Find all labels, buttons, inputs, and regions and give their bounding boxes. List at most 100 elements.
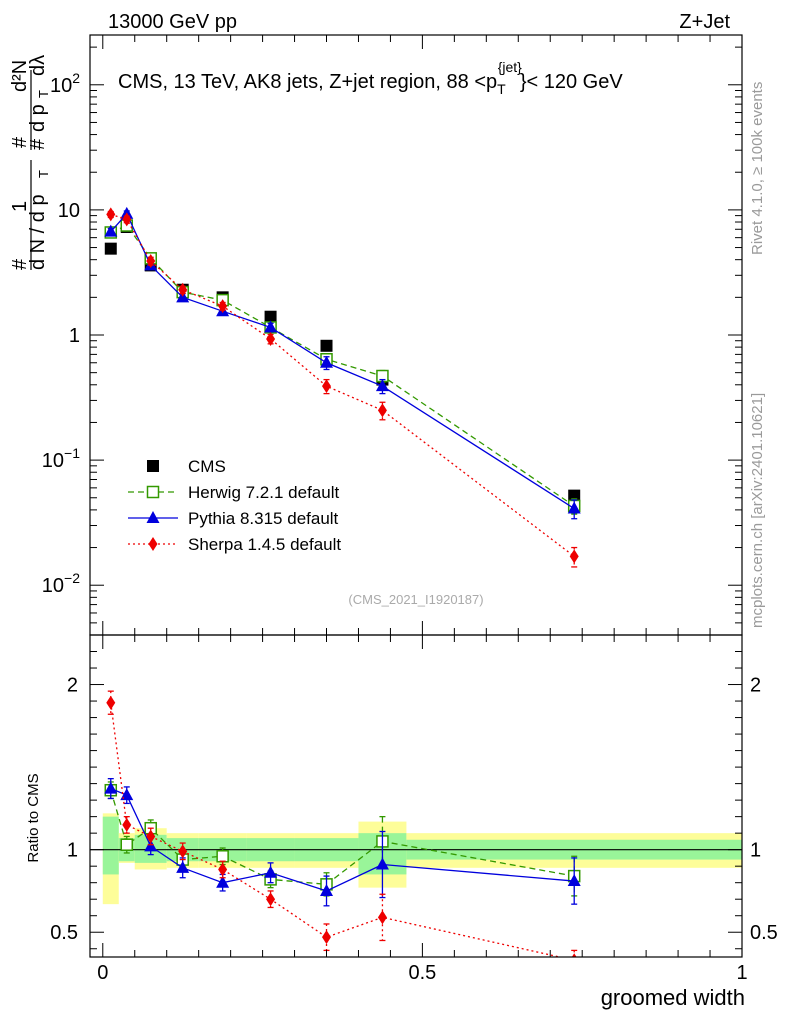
ratio-ytick-label-left-2: 2 bbox=[67, 675, 78, 697]
main-cms-series bbox=[104, 220, 581, 502]
top-ytick-exponent-4: 2 bbox=[72, 70, 80, 86]
ylabel-hash-3: # bbox=[27, 138, 49, 150]
main-sherpa-point-4 bbox=[218, 299, 228, 314]
main-pythia-point-7 bbox=[375, 379, 389, 392]
main-sherpa-point-8 bbox=[569, 549, 579, 564]
main-pythia-point-0 bbox=[104, 224, 118, 237]
main-pythia-line bbox=[110, 212, 575, 510]
top-panel-series bbox=[104, 206, 581, 568]
main-sherpa-line bbox=[110, 213, 575, 557]
top-ytick-base-0: 10 bbox=[42, 575, 64, 597]
analysis-id: (CMS_2021_I1920187) bbox=[348, 592, 483, 607]
legend-marker-pythia bbox=[146, 511, 160, 523]
ratio-pythia-point-2 bbox=[144, 839, 158, 852]
ratio-pythia-point-5 bbox=[264, 865, 278, 878]
ratio-ytick-label-left-1: 1 bbox=[67, 840, 78, 862]
rivet-version-note: Rivet 4.1.0, ≥ 100k events bbox=[749, 82, 766, 255]
legend-marker-sherpa bbox=[148, 537, 158, 551]
top-ytick-exponent-1: −1 bbox=[64, 445, 80, 461]
main-pythia-point-5 bbox=[264, 320, 278, 333]
ratio-sherpa-point-5 bbox=[266, 892, 276, 907]
ratio-ytick-label-right-2: 2 bbox=[750, 675, 761, 697]
band-inner-0 bbox=[102, 816, 119, 875]
ratio-pythia-point-8 bbox=[567, 874, 581, 887]
ylabel-sub-2: T bbox=[36, 90, 51, 98]
main-sherpa-point-1 bbox=[122, 212, 132, 227]
main-pythia-series bbox=[104, 206, 581, 520]
main-pythia-point-6 bbox=[320, 355, 334, 368]
ratio-pythia-point-0 bbox=[104, 781, 118, 794]
main-sherpa-point-0 bbox=[106, 207, 116, 222]
main-sherpa-series bbox=[106, 207, 579, 568]
ratio-pythia-point-3 bbox=[176, 860, 190, 873]
data-series-layer bbox=[90, 206, 742, 957]
top-ytick-base-1: 10 bbox=[42, 450, 64, 472]
ratio-pythia-point-1 bbox=[120, 788, 134, 801]
main-sherpa-point-2 bbox=[146, 254, 156, 269]
top-ytick-exponent-0: −2 bbox=[64, 570, 80, 586]
ratio-panel-series bbox=[90, 690, 742, 957]
top-ytick-base-3: 10 bbox=[58, 200, 80, 222]
header-right: Z+Jet bbox=[679, 11, 730, 33]
mcplots-credit: mcplots.cern.ch [arXiv:2401.10621] bbox=[749, 393, 766, 628]
ratio-sherpa-point-2 bbox=[146, 829, 156, 844]
main-sherpa-point-6 bbox=[322, 379, 332, 394]
y-axis-label-upper: # 1 d N / d p T # d²N # d p T dλ bbox=[9, 55, 51, 270]
legend-marker-cms bbox=[147, 460, 159, 472]
top-ytick-base-2: 1 bbox=[69, 325, 80, 347]
main-sherpa-point-7 bbox=[377, 403, 387, 418]
main-cms-point-0 bbox=[104, 242, 117, 255]
x-tick-label-0: 0 bbox=[97, 962, 108, 984]
main-pythia-point-8 bbox=[567, 501, 581, 514]
top-ytick-label-0: 10−2 bbox=[42, 570, 80, 597]
ratio-sherpa-point-0 bbox=[106, 695, 116, 710]
ratio-herwig-point-4 bbox=[216, 850, 229, 863]
top-ytick-label-3: 10 bbox=[58, 200, 80, 222]
y-axis-label-ratio: Ratio to CMS bbox=[25, 773, 42, 862]
ratio-sherpa-point-6 bbox=[322, 930, 332, 945]
main-cms-point-5 bbox=[264, 310, 277, 323]
ylabel-hash-1: # bbox=[9, 258, 31, 270]
header-left: 13000 GeV pp bbox=[108, 11, 237, 33]
ylabel-hash-2: # bbox=[9, 136, 31, 148]
ylabel-numerator-2: d²N bbox=[9, 60, 31, 92]
legend-marker-herwig bbox=[146, 485, 160, 499]
ratio-uncertainty-bands bbox=[102, 813, 742, 905]
legend-label-herwig: Herwig 7.2.1 default bbox=[188, 483, 339, 502]
main-sherpa-point-5 bbox=[266, 331, 276, 346]
ratio-pythia-point-4 bbox=[216, 875, 230, 888]
main-sherpa-point-3 bbox=[178, 282, 188, 297]
ratio-pythia-point-6 bbox=[320, 883, 334, 896]
legend: CMS Herwig 7.2.1 default Pythia 8.315 defa… bbox=[128, 457, 341, 554]
ratio-pythia-point-7 bbox=[375, 857, 389, 870]
ylabel-sub-1: T bbox=[36, 170, 51, 178]
ratio-pythia-series bbox=[104, 778, 581, 907]
ratio-herwig-point-1 bbox=[120, 838, 134, 851]
ratio-sherpa-point-3 bbox=[178, 844, 188, 859]
ratio-sherpa-point-8 bbox=[571, 953, 577, 957]
ylabel-denominator-2: d p bbox=[27, 104, 49, 132]
ratio-panel-frame bbox=[89, 634, 743, 958]
ratio-sherpa-point-7 bbox=[377, 910, 387, 925]
ylabel-dlambda: dλ bbox=[27, 55, 49, 76]
main-herwig-series bbox=[104, 219, 581, 515]
ratio-ytick-label-right-1: 1 bbox=[750, 840, 761, 862]
top-ytick-label-4: 102 bbox=[50, 70, 80, 97]
ratio-sherpa-series bbox=[106, 690, 578, 957]
x-tick-label-1: 0.5 bbox=[408, 962, 436, 984]
ratio-ytick-label-left-0: 0.5 bbox=[50, 922, 78, 944]
ylabel-denominator-1: d N / d p bbox=[27, 194, 49, 270]
top-ytick-base-4: 10 bbox=[50, 75, 72, 97]
ratio-sherpa-point-1 bbox=[122, 817, 132, 832]
legend-label-cms: CMS bbox=[188, 457, 226, 476]
top-ytick-label-1: 10−1 bbox=[42, 445, 80, 472]
x-axis-label: groomed width bbox=[601, 985, 745, 1010]
plot-title: CMS, 13 TeV, AK8 jets, Z+jet region, 88 … bbox=[118, 59, 623, 97]
legend-label-sherpa: Sherpa 1.4.5 default bbox=[188, 535, 341, 554]
ratio-sherpa-line bbox=[110, 702, 563, 957]
ratio-sherpa-point-4 bbox=[218, 862, 228, 877]
ratio-ytick-label-right-0: 0.5 bbox=[750, 922, 778, 944]
x-tick-label-2: 1 bbox=[736, 962, 747, 984]
